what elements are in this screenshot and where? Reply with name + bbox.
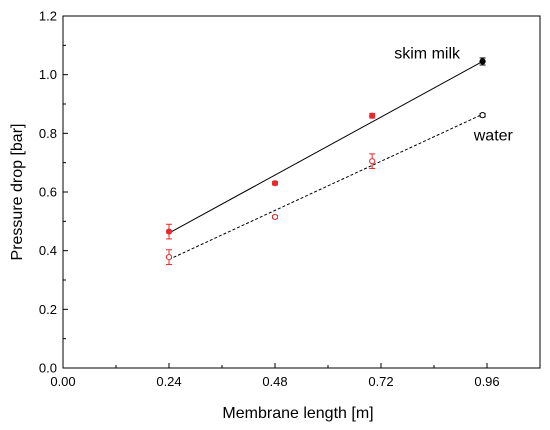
skim-milk-point <box>165 228 173 235</box>
annotations: skim milk water <box>394 46 513 145</box>
y-tick-label: 0.8 <box>39 126 57 141</box>
water-fit-line <box>168 113 483 260</box>
water-point <box>369 158 376 165</box>
y-tick-label: 0.6 <box>39 185 57 200</box>
water-point <box>479 112 486 119</box>
series-label: water <box>473 128 514 145</box>
skim-milk-point <box>479 58 486 65</box>
skim-milk-point <box>271 180 279 187</box>
series-layer <box>165 57 486 265</box>
skim-milk-fit-line <box>168 61 483 234</box>
x-tick-label: 0.48 <box>262 374 287 389</box>
y-tick-label: 1.0 <box>39 67 57 82</box>
x-tick-label: 0.24 <box>156 374 181 389</box>
y-tick-label: 0.4 <box>39 243 57 258</box>
x-tick-label: 0.72 <box>368 374 393 389</box>
x-axis: 0.00 0.24 0.48 0.72 0.96 <box>50 363 500 389</box>
skim-milk-point <box>369 112 376 119</box>
y-tick-label: 0.0 <box>39 361 57 376</box>
water-point <box>165 254 173 261</box>
water-point <box>271 213 279 221</box>
x-tick-label: 0.00 <box>50 374 75 389</box>
x-axis-title: Membrane length [m] <box>222 405 373 422</box>
y-axis: 0.0 0.2 0.4 0.6 0.8 1.0 1.2 <box>39 9 68 376</box>
series-label: skim milk <box>394 46 461 63</box>
y-tick-label: 0.2 <box>39 302 57 317</box>
y-tick-label: 1.2 <box>39 9 57 24</box>
y-axis-title: Pressure drop [bar] <box>9 124 26 261</box>
x-tick-label: 0.96 <box>474 374 499 389</box>
